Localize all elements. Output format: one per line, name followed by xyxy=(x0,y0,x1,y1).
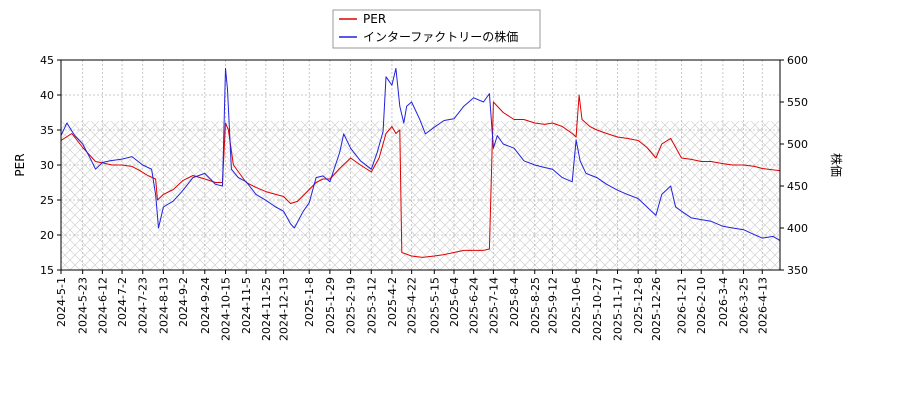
x-tick-label: 2025-7-14 xyxy=(487,277,500,334)
x-tick-label: 2026-1-21 xyxy=(676,277,689,334)
legend-label-per: PER xyxy=(363,12,386,26)
x-tick-label: 2024-10-15 xyxy=(219,277,232,341)
left-tick-label: 35 xyxy=(40,124,54,137)
series-stock-price-line xyxy=(61,67,780,242)
x-tick-label: 2025-2-19 xyxy=(345,277,358,334)
left-axis: 15 20 25 30 35 40 45 xyxy=(40,54,61,277)
left-tick-label: 45 xyxy=(40,54,54,67)
x-tick-label: 2025-11-17 xyxy=(611,277,624,341)
x-tick-label: 2025-8-25 xyxy=(529,277,542,334)
x-tick-label: 2025-9-12 xyxy=(546,277,559,334)
legend: PER インターファクトリーの株価 xyxy=(332,9,541,49)
x-tick-label: 2024-6-12 xyxy=(96,277,109,334)
left-tick-label: 30 xyxy=(40,159,54,172)
x-tick-label: 2025-12-8 xyxy=(632,277,645,334)
left-tick-label: 15 xyxy=(40,264,54,277)
x-tick-label: 2024-5-1 xyxy=(55,277,68,327)
x-tick-label: 2026-3-25 xyxy=(738,277,751,334)
x-tick-label: 2025-4-22 xyxy=(406,277,419,334)
x-axis: 2024-5-1 2024-5-23 2024-6-12 2024-7-2 2024-7… xyxy=(55,270,769,341)
x-tick-label: 2024-12-13 xyxy=(278,277,291,341)
x-tick-label: 2025-12-26 xyxy=(650,277,663,341)
series-per-line xyxy=(61,94,780,258)
right-axis-title: 株価 xyxy=(829,153,844,177)
left-tick-label: 25 xyxy=(40,194,54,207)
left-tick-label: 40 xyxy=(40,89,54,102)
x-tick-label: 2025-8-4 xyxy=(508,277,521,327)
right-tick-label: 350 xyxy=(787,264,808,277)
right-tick-label: 550 xyxy=(787,96,808,109)
series-layer xyxy=(61,67,780,258)
x-tick-label: 2024-9-2 xyxy=(177,277,190,327)
x-tick-label: 2025-10-27 xyxy=(591,277,604,341)
x-tick-label: 2024-11-25 xyxy=(260,277,273,341)
x-tick-label: 2025-10-6 xyxy=(570,277,583,334)
x-tick-label: 2025-6-24 xyxy=(468,277,481,334)
x-tick-label: 2024-9-24 xyxy=(199,277,212,334)
x-tick-label: 2025-1-8 xyxy=(303,277,316,327)
x-tick-label: 2024-7-2 xyxy=(116,277,129,327)
x-tick-label: 2025-3-12 xyxy=(365,277,378,334)
legend-box xyxy=(332,9,541,49)
legend-label-price: インターファクトリーの株価 xyxy=(363,29,518,44)
hatch-band xyxy=(61,121,780,270)
x-tick-label: 2024-11-5 xyxy=(240,277,253,334)
right-axis: 350 400 450 500 550 600 xyxy=(780,54,808,277)
x-tick-label: 2025-6-4 xyxy=(448,277,461,327)
right-tick-label: 600 xyxy=(787,54,808,67)
x-tick-label: 2026-4-13 xyxy=(756,277,769,334)
x-tick-label: 2025-4-2 xyxy=(386,277,399,327)
x-tick-label: 2026-3-4 xyxy=(717,277,730,327)
x-tick-label: 2025-5-15 xyxy=(428,277,441,334)
left-tick-label: 20 xyxy=(40,229,54,242)
right-tick-label: 500 xyxy=(787,138,808,151)
x-tick-label: 2026-2-10 xyxy=(695,277,708,334)
right-tick-label: 450 xyxy=(787,180,808,193)
left-axis-title: PER xyxy=(13,153,27,176)
right-tick-label: 400 xyxy=(787,222,808,235)
x-tick-label: 2024-5-23 xyxy=(77,277,90,334)
x-tick-label: 2024-7-23 xyxy=(137,277,150,334)
x-tick-label: 2024-8-13 xyxy=(157,277,170,334)
x-tick-label: 2025-1-29 xyxy=(324,277,337,334)
